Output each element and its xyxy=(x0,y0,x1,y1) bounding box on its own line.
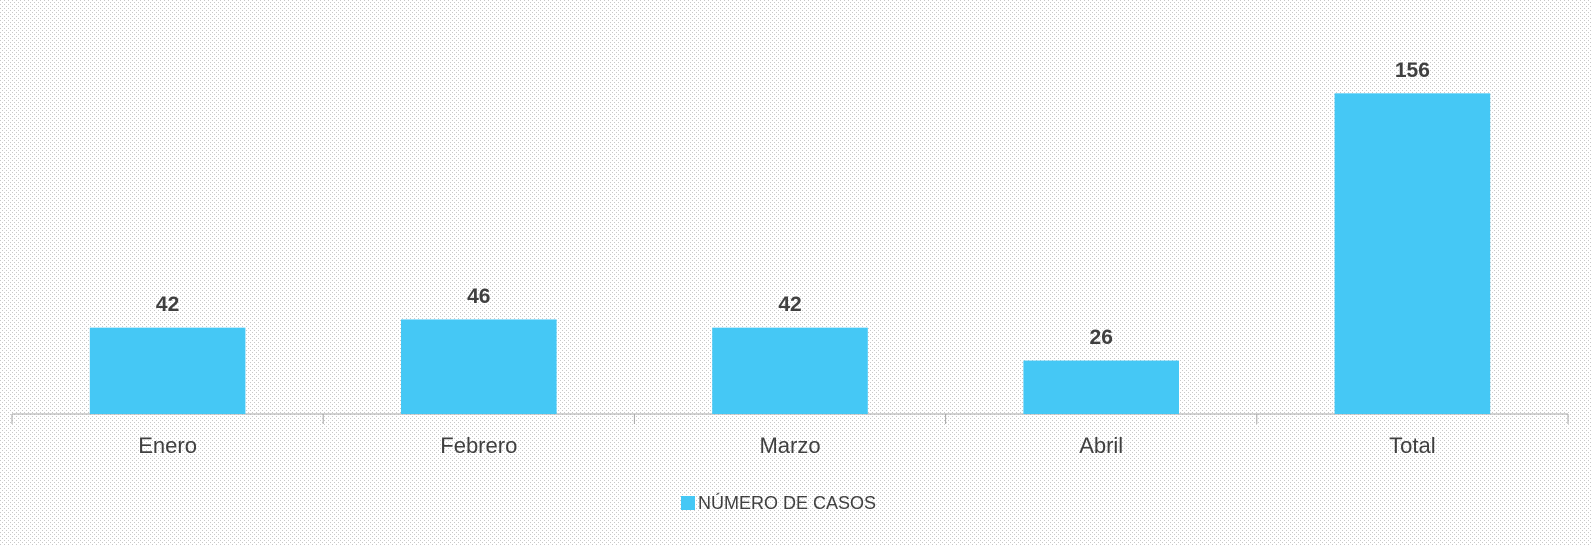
x-tick-label: Abril xyxy=(1079,433,1123,458)
bar xyxy=(712,327,868,414)
bar xyxy=(1023,360,1179,414)
data-label: 46 xyxy=(467,285,490,308)
data-label: 42 xyxy=(156,293,179,316)
x-tick-label: Total xyxy=(1389,433,1435,458)
x-tick-label: Enero xyxy=(138,433,197,458)
bar xyxy=(401,319,557,414)
data-label: 42 xyxy=(778,293,801,316)
bar xyxy=(89,327,246,414)
data-label: 156 xyxy=(1395,59,1430,82)
x-tick-label: Febrero xyxy=(440,433,517,458)
data-label: 26 xyxy=(1090,326,1113,349)
legend-label: NÚMERO DE CASOS xyxy=(698,492,876,513)
x-tick-label: Marzo xyxy=(759,433,820,458)
bar xyxy=(1334,93,1491,414)
legend-swatch xyxy=(681,496,695,510)
